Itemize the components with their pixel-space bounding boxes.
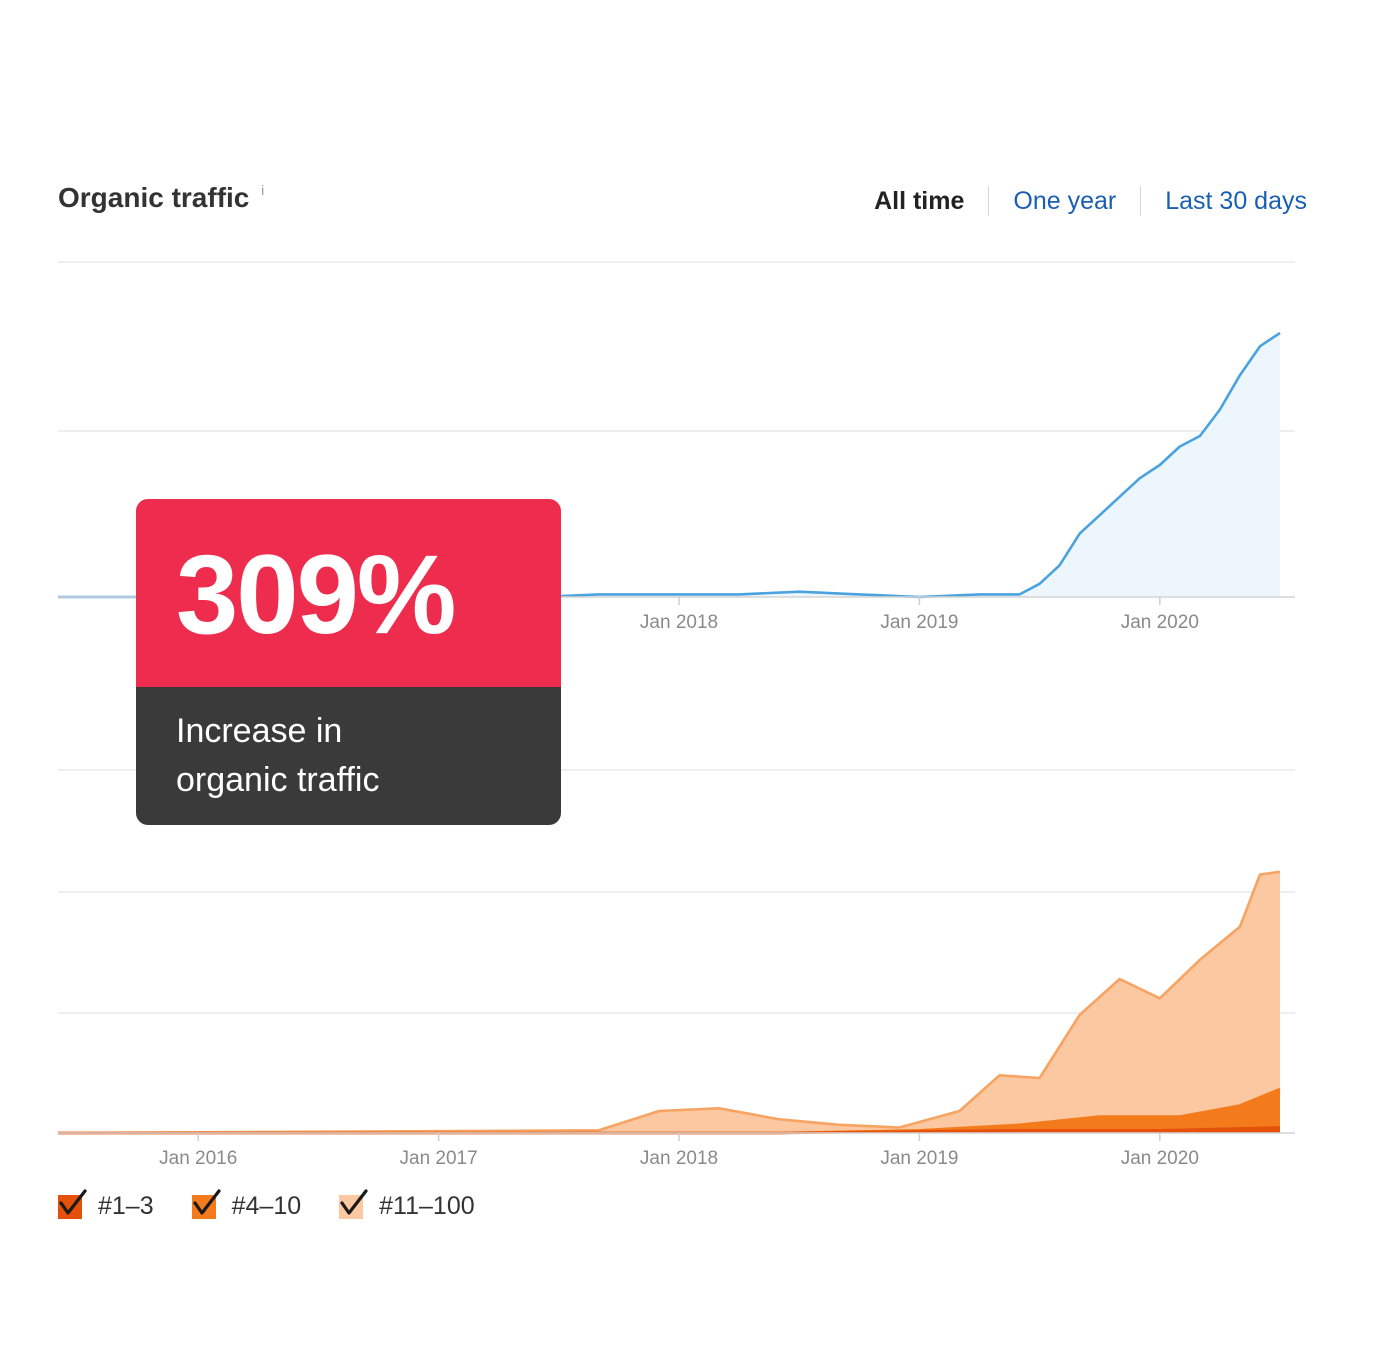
x-tick-label: Jan 2020	[1121, 612, 1199, 633]
x-tick-label: Jan 2019	[880, 612, 958, 633]
stat-value: 309%	[176, 532, 456, 657]
stat-description: Increase in organic traffic	[136, 687, 561, 805]
checkbox-checked-icon[interactable]	[58, 1188, 87, 1219]
stat-callout-value-panel: 309%	[136, 499, 561, 687]
checkbox-checked-icon[interactable]	[191, 1188, 221, 1219]
x-tick-label: Jan 2018	[640, 612, 718, 633]
legend-label-top-3: #1–3	[98, 1192, 154, 1220]
chart-legend: #1–3 #4–10 #11–100	[58, 1188, 513, 1221]
x-tick-label: Jan 2018	[640, 1148, 718, 1169]
stat-description-line-1: Increase in	[176, 712, 343, 750]
legend-item-top-11-100[interactable]: #11–100	[339, 1188, 475, 1221]
stat-description-line-2: organic traffic	[176, 761, 380, 799]
legend-label-top-11-100: #11–100	[379, 1192, 475, 1220]
legend-item-top-4-10[interactable]: #4–10	[191, 1188, 302, 1221]
x-tick-label: Jan 2020	[1121, 1148, 1199, 1169]
checkbox-checked-icon[interactable]	[339, 1188, 368, 1219]
legend-label-top-4-10: #4–10	[231, 1192, 302, 1220]
x-tick-label: Jan 2016	[159, 1148, 237, 1169]
legend-item-top-3[interactable]: #1–3	[58, 1188, 154, 1221]
positions-4-10-area	[58, 1089, 1280, 1133]
range-one-year[interactable]: One year	[1013, 186, 1117, 215]
x-tick-label: Jan 2017	[400, 1148, 478, 1169]
positions-11-100-area	[58, 871, 1280, 1133]
info-icon[interactable]: i	[261, 182, 265, 198]
range-divider	[988, 186, 990, 216]
chart-title: Organic traffic i	[58, 182, 264, 214]
stat-callout: 309% Increase in organic traffic	[136, 499, 561, 825]
time-range-selector: All time One year Last 30 days	[874, 186, 1307, 216]
range-last-30-days[interactable]: Last 30 days	[1165, 186, 1307, 215]
organic-traffic-line	[58, 331, 1281, 599]
range-divider	[1140, 186, 1142, 216]
positions-11-100-line	[57, 870, 1281, 1135]
organic-traffic-area	[58, 333, 1280, 597]
x-tick-label: Jan 2019	[880, 1148, 958, 1169]
range-all-time[interactable]: All time	[874, 186, 965, 215]
chart-title-text: Organic traffic	[58, 182, 250, 213]
stat-callout-description-panel: Increase in organic traffic	[136, 687, 561, 825]
